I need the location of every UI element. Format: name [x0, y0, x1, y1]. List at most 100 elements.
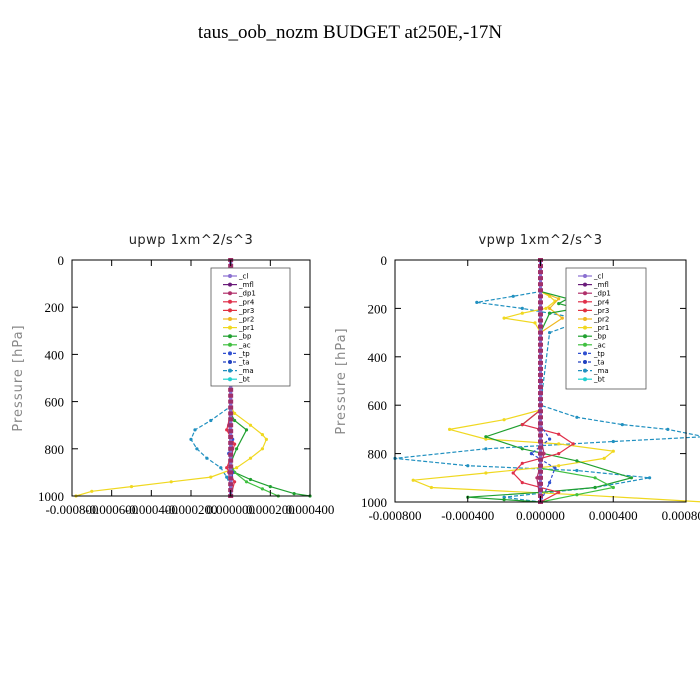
profile-marker — [538, 270, 543, 275]
data-point — [593, 485, 597, 490]
legend-label: _bp — [593, 333, 607, 341]
profile-marker — [538, 264, 543, 269]
profile-marker — [228, 393, 234, 398]
profile-marker — [538, 487, 543, 492]
profile-marker — [228, 440, 234, 445]
legend-marker — [583, 342, 587, 347]
legend-marker — [583, 360, 587, 364]
data-point — [260, 487, 264, 491]
legend-marker — [228, 282, 232, 287]
legend-marker — [583, 377, 587, 382]
profile-marker — [538, 427, 543, 432]
profile-marker — [538, 318, 543, 323]
data-point — [195, 447, 199, 451]
data-point — [205, 456, 209, 460]
data-point — [548, 437, 552, 441]
profile-marker — [538, 294, 543, 299]
data-point — [244, 480, 249, 484]
profile-marker — [538, 312, 543, 317]
profile-marker — [228, 464, 234, 469]
profile-marker — [228, 399, 234, 404]
data-point — [169, 480, 173, 484]
data-point — [620, 423, 624, 427]
data-point — [502, 498, 506, 502]
legend-marker — [583, 282, 587, 287]
panel-0: upwp 1xm^2/s^3 Pressure [hPa] 0 200 400 600 80… — [11, 233, 334, 517]
profile-marker — [538, 336, 543, 341]
data-point — [209, 475, 213, 479]
data-point — [260, 433, 264, 437]
data-point — [225, 466, 229, 470]
profile-marker — [538, 379, 543, 383]
series-line-pr1 — [412, 260, 700, 503]
data-point — [260, 447, 264, 451]
panel-title: upwp 1xm^2/s^3 — [129, 233, 254, 248]
data-point — [575, 415, 579, 419]
legend-label: _dp1 — [238, 290, 256, 298]
y-tick-label: 200 — [368, 301, 388, 316]
legend-marker — [228, 317, 232, 321]
legend-label: _pr1 — [238, 324, 254, 332]
legend-marker — [583, 368, 587, 373]
data-point — [557, 302, 561, 306]
legend-label: _bt — [238, 376, 250, 384]
data-point — [629, 476, 634, 480]
x-tick-label: 0.000200 — [246, 502, 295, 517]
data-point — [209, 418, 213, 423]
legend-label: _tp — [593, 350, 605, 358]
data-point — [292, 492, 296, 496]
legend-marker — [583, 291, 587, 296]
legend-label: _mfl — [238, 281, 254, 289]
legend-label: _pr2 — [593, 316, 609, 324]
y-tick-label: 400 — [45, 347, 65, 362]
y-tick-label: 1000 — [361, 495, 387, 510]
data-point — [248, 477, 253, 482]
legend-label: _ac — [593, 341, 606, 349]
profile-marker — [538, 366, 543, 371]
legend-label: _cl — [238, 273, 248, 281]
legend-box — [565, 267, 647, 390]
data-point — [502, 495, 506, 499]
legend-label: _ta — [238, 359, 250, 367]
data-point — [248, 456, 253, 460]
y-tick-label: 0 — [381, 253, 388, 268]
data-point — [484, 437, 488, 441]
legend-label: _pr3 — [593, 307, 609, 315]
legend-label: _bp — [238, 333, 252, 341]
data-point — [90, 489, 94, 493]
profile-marker — [228, 452, 234, 457]
x-tick-label: -0.000400 — [441, 508, 494, 523]
data-point — [233, 442, 237, 446]
legend-label: _ta — [593, 359, 605, 367]
data-point — [520, 461, 524, 465]
data-point — [520, 311, 524, 315]
data-point — [548, 306, 552, 310]
legend-marker — [583, 317, 587, 321]
data-point — [484, 447, 488, 451]
data-point — [466, 464, 470, 468]
figure-title: taus_oob_nozm BUDGET at250E,-17N — [197, 22, 503, 43]
profile-marker — [538, 391, 543, 396]
profile-marker — [538, 360, 543, 365]
legend-label: _pr4 — [238, 298, 255, 306]
legend-marker — [228, 274, 232, 278]
y-tick-label: 200 — [45, 300, 65, 315]
series-line-ma — [394, 260, 700, 503]
data-point — [557, 464, 561, 468]
data-point — [193, 428, 197, 432]
data-point — [548, 311, 552, 315]
legend-marker — [583, 325, 587, 330]
legend-marker — [583, 308, 587, 313]
profile-marker — [538, 282, 543, 287]
profile-marker — [538, 481, 543, 486]
panel-1: vpwp 1xm^2/s^3 Pressure [hPa] 0 200 400 600 80… — [334, 233, 700, 523]
data-point — [219, 466, 223, 470]
data-point — [529, 452, 534, 456]
legend-label: _dp1 — [593, 290, 611, 298]
data-point — [225, 475, 229, 479]
legend-label: _pr3 — [238, 307, 254, 315]
data-point — [533, 321, 537, 325]
legend-marker — [228, 368, 232, 373]
profile-marker — [538, 342, 543, 347]
y-tick-label: 800 — [368, 447, 388, 462]
